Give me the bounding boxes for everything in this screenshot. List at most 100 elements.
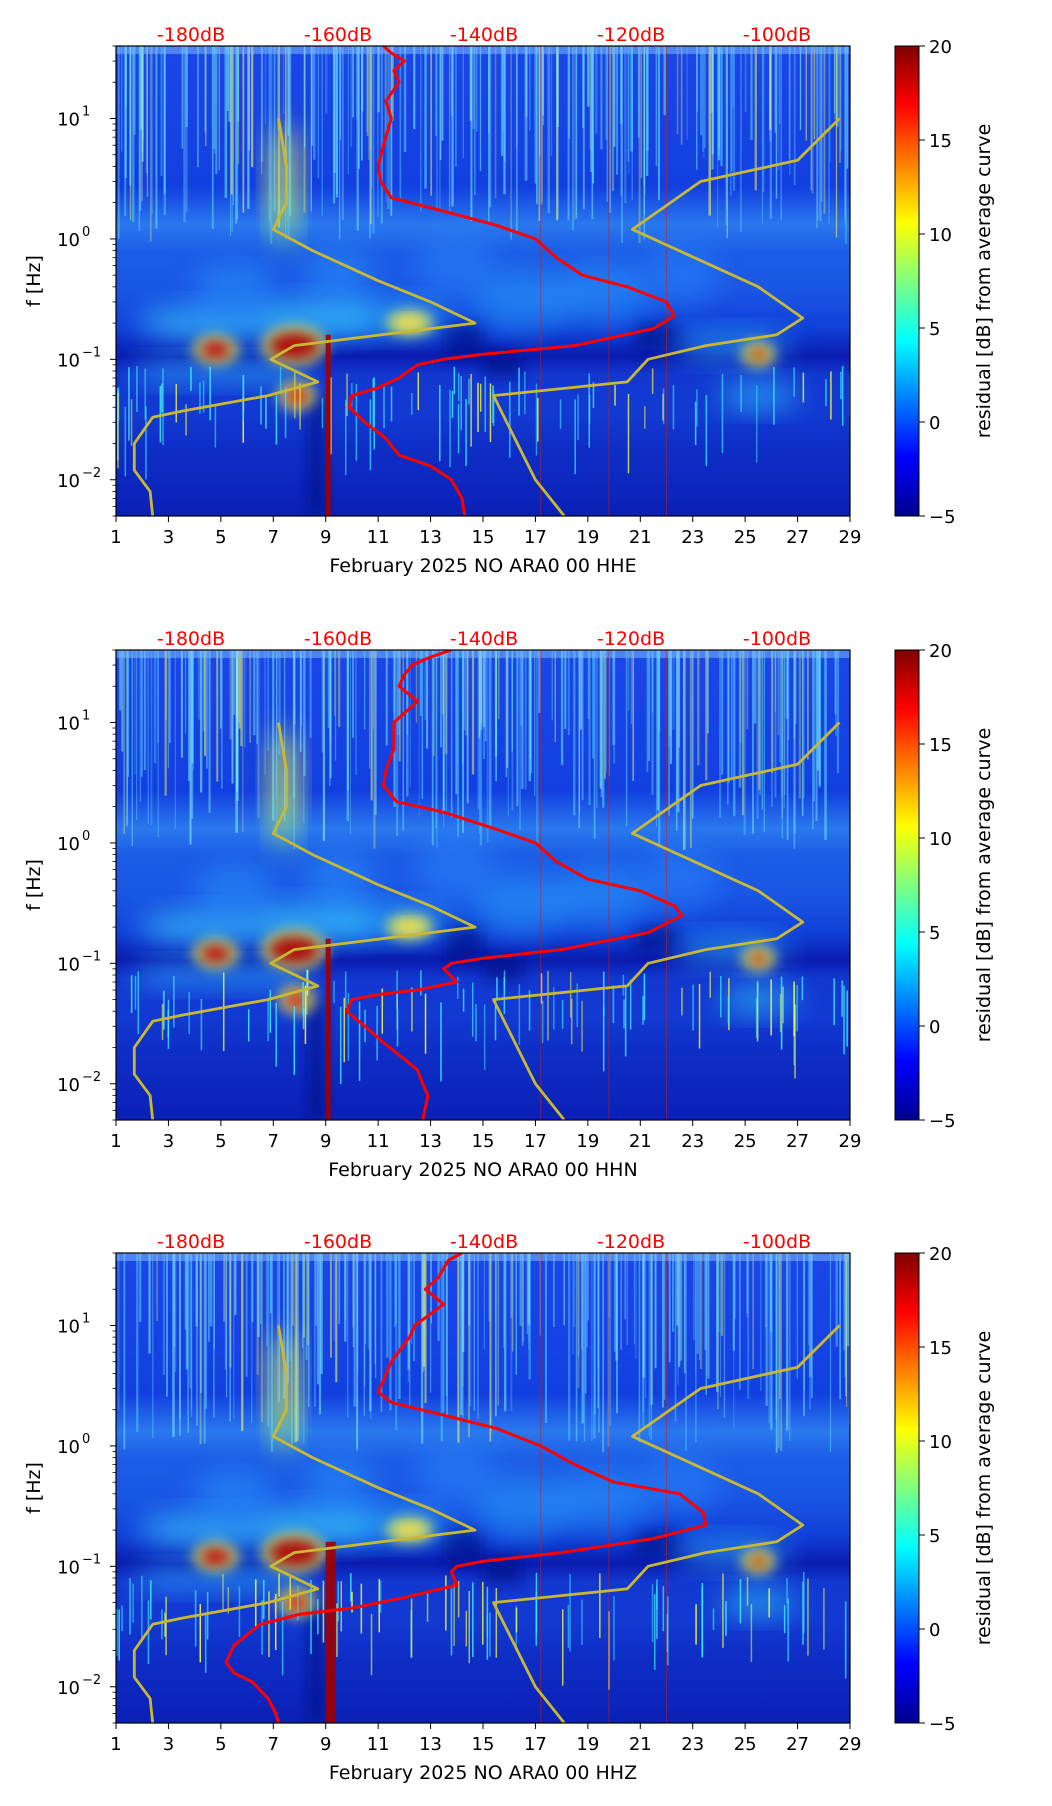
hf-streak xyxy=(335,1253,338,1383)
lf-streak xyxy=(299,383,301,430)
hf-streak xyxy=(793,650,796,834)
hf-streak xyxy=(375,1253,377,1379)
hf-streak xyxy=(775,1253,777,1420)
y-tick-label: 10 xyxy=(57,471,80,492)
hf-streak xyxy=(663,1253,666,1400)
hf-streak xyxy=(744,46,747,113)
lf-streak xyxy=(489,383,492,443)
lf-streak xyxy=(698,983,701,1049)
hf-streak xyxy=(118,46,120,239)
x-tick-label: 1 xyxy=(110,527,121,548)
hf-streak xyxy=(471,650,475,775)
energy-patch xyxy=(137,911,278,944)
lf-streak xyxy=(825,379,827,407)
hf-streak xyxy=(516,650,519,807)
hf-streak xyxy=(699,1253,703,1370)
hf-streak xyxy=(585,1253,588,1348)
lf-streak xyxy=(643,973,646,1021)
hf-streak xyxy=(189,650,192,845)
lf-streak xyxy=(696,389,698,427)
y-tick-exponent: −2 xyxy=(82,466,101,481)
hf-streak xyxy=(608,46,612,213)
hf-streak xyxy=(146,46,148,197)
hf-streak xyxy=(172,1253,175,1437)
hf-streak xyxy=(407,1253,410,1383)
hf-streak xyxy=(515,46,518,232)
hf-streak xyxy=(598,1253,600,1433)
hf-streak xyxy=(815,650,818,822)
hf-streak xyxy=(556,46,559,128)
db-scale-label: -180dB xyxy=(157,24,225,46)
y-tick-label: 10 xyxy=(57,834,80,855)
hf-streak xyxy=(807,1253,810,1345)
hf-streak xyxy=(746,1253,749,1314)
hf-streak xyxy=(780,650,784,799)
hf-streak xyxy=(352,1253,354,1328)
hf-streak xyxy=(208,1253,210,1342)
hf-streak xyxy=(157,650,160,837)
hf-streak xyxy=(510,1253,513,1319)
hf-streak xyxy=(583,1253,586,1442)
hf-streak xyxy=(332,46,336,204)
lf-streak xyxy=(547,970,549,1041)
lf-streak xyxy=(289,1575,291,1610)
lf-streak xyxy=(396,1008,399,1047)
hf-streak xyxy=(679,1253,682,1362)
hf-streak xyxy=(616,1253,618,1414)
hf-streak xyxy=(421,650,424,800)
hf-streak xyxy=(302,1253,304,1349)
lf-streak xyxy=(768,1588,770,1618)
lf-streak xyxy=(486,1614,489,1638)
hf-streak xyxy=(732,46,734,108)
hf-streak xyxy=(320,1253,323,1374)
lf-streak xyxy=(161,383,163,413)
lf-streak xyxy=(199,382,201,414)
hf-streak xyxy=(835,46,838,238)
hf-streak xyxy=(676,46,679,135)
hf-streak xyxy=(721,1253,723,1336)
lf-streak xyxy=(204,1612,207,1673)
hf-streak xyxy=(844,46,846,224)
hf-streak xyxy=(651,650,654,713)
hf-streak xyxy=(369,46,371,239)
hf-streak xyxy=(403,46,407,152)
hf-streak xyxy=(534,46,537,184)
hf-streak xyxy=(620,46,623,124)
hf-streak xyxy=(621,46,623,243)
colorbar-label: residual [dB] from average curve xyxy=(973,1331,995,1646)
colorbar-tick-label: 5 xyxy=(929,1526,940,1547)
lf-streak xyxy=(118,1609,120,1661)
x-axis-label: February 2025 NO ARA0 00 HHN xyxy=(328,1159,637,1181)
energy-patch xyxy=(137,307,278,340)
x-tick-label: 27 xyxy=(786,1131,809,1152)
hf-streak xyxy=(268,46,271,221)
hf-streak xyxy=(658,650,661,848)
lf-streak xyxy=(440,1002,442,1082)
hot-spot xyxy=(286,991,307,1008)
hf-streak xyxy=(131,650,133,846)
lf-streak xyxy=(222,972,225,1051)
hf-streak xyxy=(530,650,532,774)
lf-streak xyxy=(369,399,372,471)
hf-streak xyxy=(497,1253,499,1406)
lf-streak xyxy=(379,1580,382,1613)
hf-streak xyxy=(165,650,168,720)
hf-streak xyxy=(708,46,711,216)
lf-streak xyxy=(783,1605,786,1634)
hf-streak xyxy=(628,46,630,175)
hf-streak xyxy=(156,1253,158,1321)
hf-streak xyxy=(436,650,438,849)
hf-streak xyxy=(648,650,651,761)
hf-streak xyxy=(369,1253,372,1412)
colorbar-tick-label: 5 xyxy=(929,923,940,944)
y-tick-label: 10 xyxy=(57,230,80,251)
hf-streak xyxy=(684,650,686,850)
hf-streak xyxy=(155,46,158,229)
lf-streak xyxy=(695,1604,697,1645)
hf-streak xyxy=(450,650,453,818)
hf-streak xyxy=(717,1253,720,1333)
hf-streak xyxy=(651,650,654,795)
x-axis-label: February 2025 NO ARA0 00 HHZ xyxy=(329,1762,637,1784)
low-energy-region xyxy=(443,323,483,360)
hf-streak xyxy=(640,46,643,179)
